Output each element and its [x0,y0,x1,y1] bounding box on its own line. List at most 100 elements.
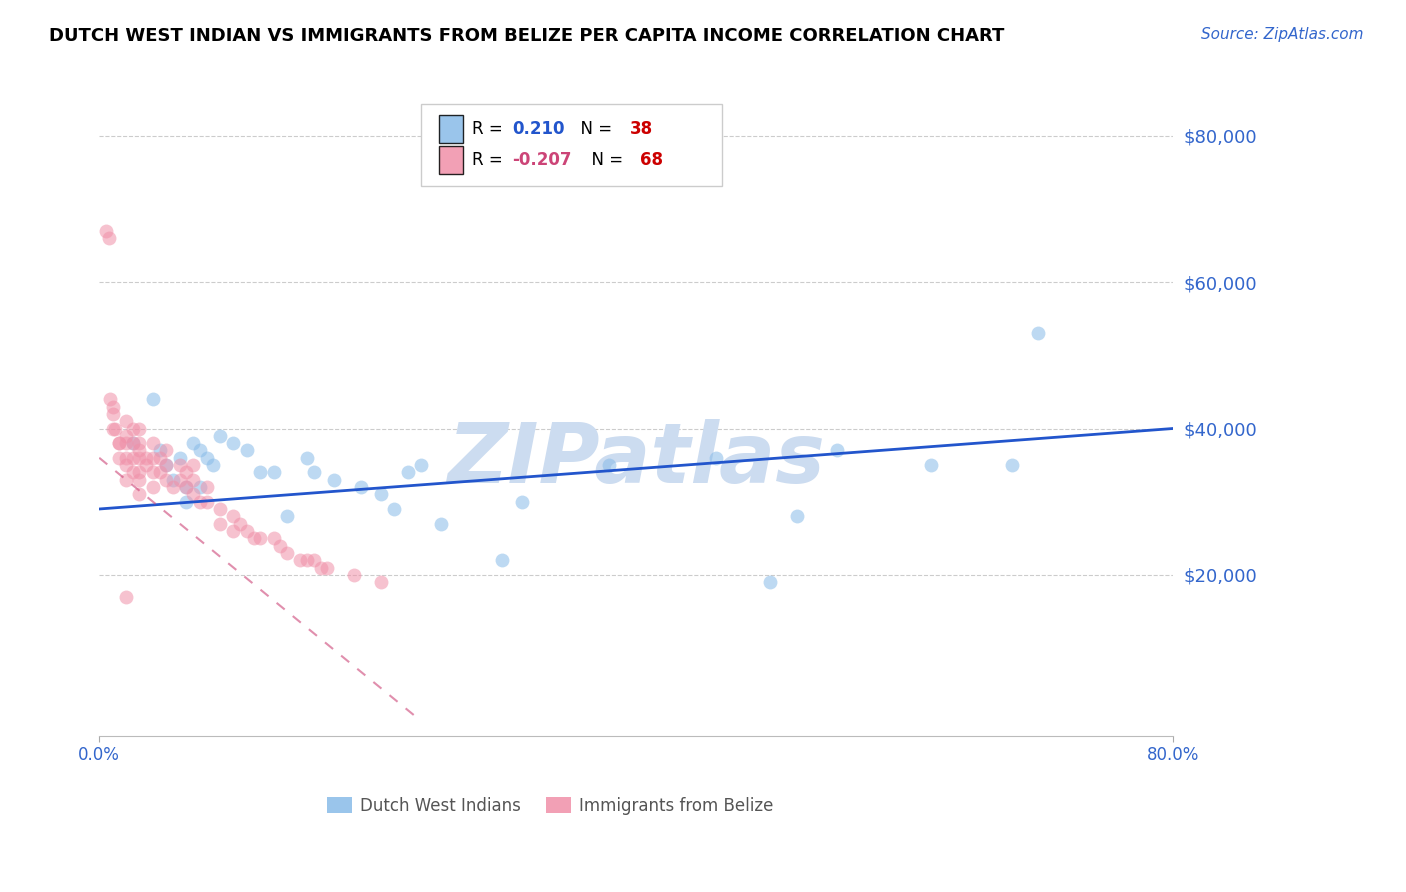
Point [142,450,165,465]
Point [162,473,184,487]
Point [155,458,177,472]
Point [169,473,191,487]
Point [1028,326,1050,341]
Point [350,480,373,494]
Point [396,466,419,480]
Point [115,414,138,428]
Point [382,502,405,516]
Point [128,473,150,487]
Point [370,575,392,590]
Point [169,450,191,465]
Point [128,421,150,435]
Point [155,443,177,458]
Point [411,458,433,472]
Point [108,436,131,450]
Point [101,407,124,421]
Point [108,450,131,465]
Point [290,553,312,567]
Point [309,560,332,574]
Point [121,450,143,465]
Point [263,466,285,480]
Point [128,466,150,480]
Point [323,473,346,487]
Point [188,443,211,458]
Point [115,458,138,472]
Text: 68: 68 [640,151,664,169]
Point [188,494,211,508]
Point [128,450,150,465]
Point [208,429,231,443]
Point [706,450,728,465]
Point [276,546,298,560]
Point [181,487,204,501]
Point [249,466,271,480]
Point [121,436,143,450]
Point [128,436,150,450]
Point [491,553,513,567]
Point [276,509,298,524]
Point [222,509,245,524]
Point [302,466,325,480]
Point [169,458,191,472]
Point [155,473,177,487]
Point [1000,458,1022,472]
Point [121,436,143,450]
Point [115,473,138,487]
Text: R =: R = [471,151,508,169]
Point [142,436,165,450]
Point [302,553,325,567]
Point [115,590,138,604]
Point [149,443,172,458]
Point [370,487,392,501]
Point [222,436,245,450]
Point [176,466,198,480]
Point [149,450,172,465]
Point [97,231,120,245]
Point [176,494,198,508]
Text: 0.210: 0.210 [512,120,565,137]
Point [295,450,318,465]
Point [202,458,225,472]
Point [135,458,157,472]
Point [236,524,259,538]
Point [759,575,782,590]
Legend: Dutch West Indians, Immigrants from Belize: Dutch West Indians, Immigrants from Beli… [321,790,780,822]
Text: N =: N = [571,120,617,137]
Point [101,400,124,414]
Point [142,466,165,480]
Point [510,494,533,508]
Point [269,539,291,553]
Point [162,480,184,494]
Point [598,458,620,472]
Point [142,480,165,494]
FancyBboxPatch shape [422,103,721,186]
Point [108,436,131,450]
Point [786,509,808,524]
Point [430,516,453,531]
Point [101,421,124,435]
Text: 38: 38 [630,120,652,137]
Point [115,450,138,465]
Point [229,516,252,531]
FancyBboxPatch shape [440,146,463,174]
Point [121,421,143,435]
Point [222,524,245,538]
Point [104,421,127,435]
Point [208,516,231,531]
Point [249,531,271,545]
Point [188,480,211,494]
Point [176,480,198,494]
Point [128,443,150,458]
Point [115,429,138,443]
Point [263,531,285,545]
Point [155,458,177,472]
Point [195,494,218,508]
FancyBboxPatch shape [440,115,463,143]
Text: R =: R = [471,120,508,137]
Point [920,458,942,472]
Point [181,458,204,472]
Point [825,443,848,458]
Point [195,480,218,494]
Text: DUTCH WEST INDIAN VS IMMIGRANTS FROM BELIZE PER CAPITA INCOME CORRELATION CHART: DUTCH WEST INDIAN VS IMMIGRANTS FROM BEL… [49,27,1004,45]
Text: ZIPatlas: ZIPatlas [447,418,825,500]
